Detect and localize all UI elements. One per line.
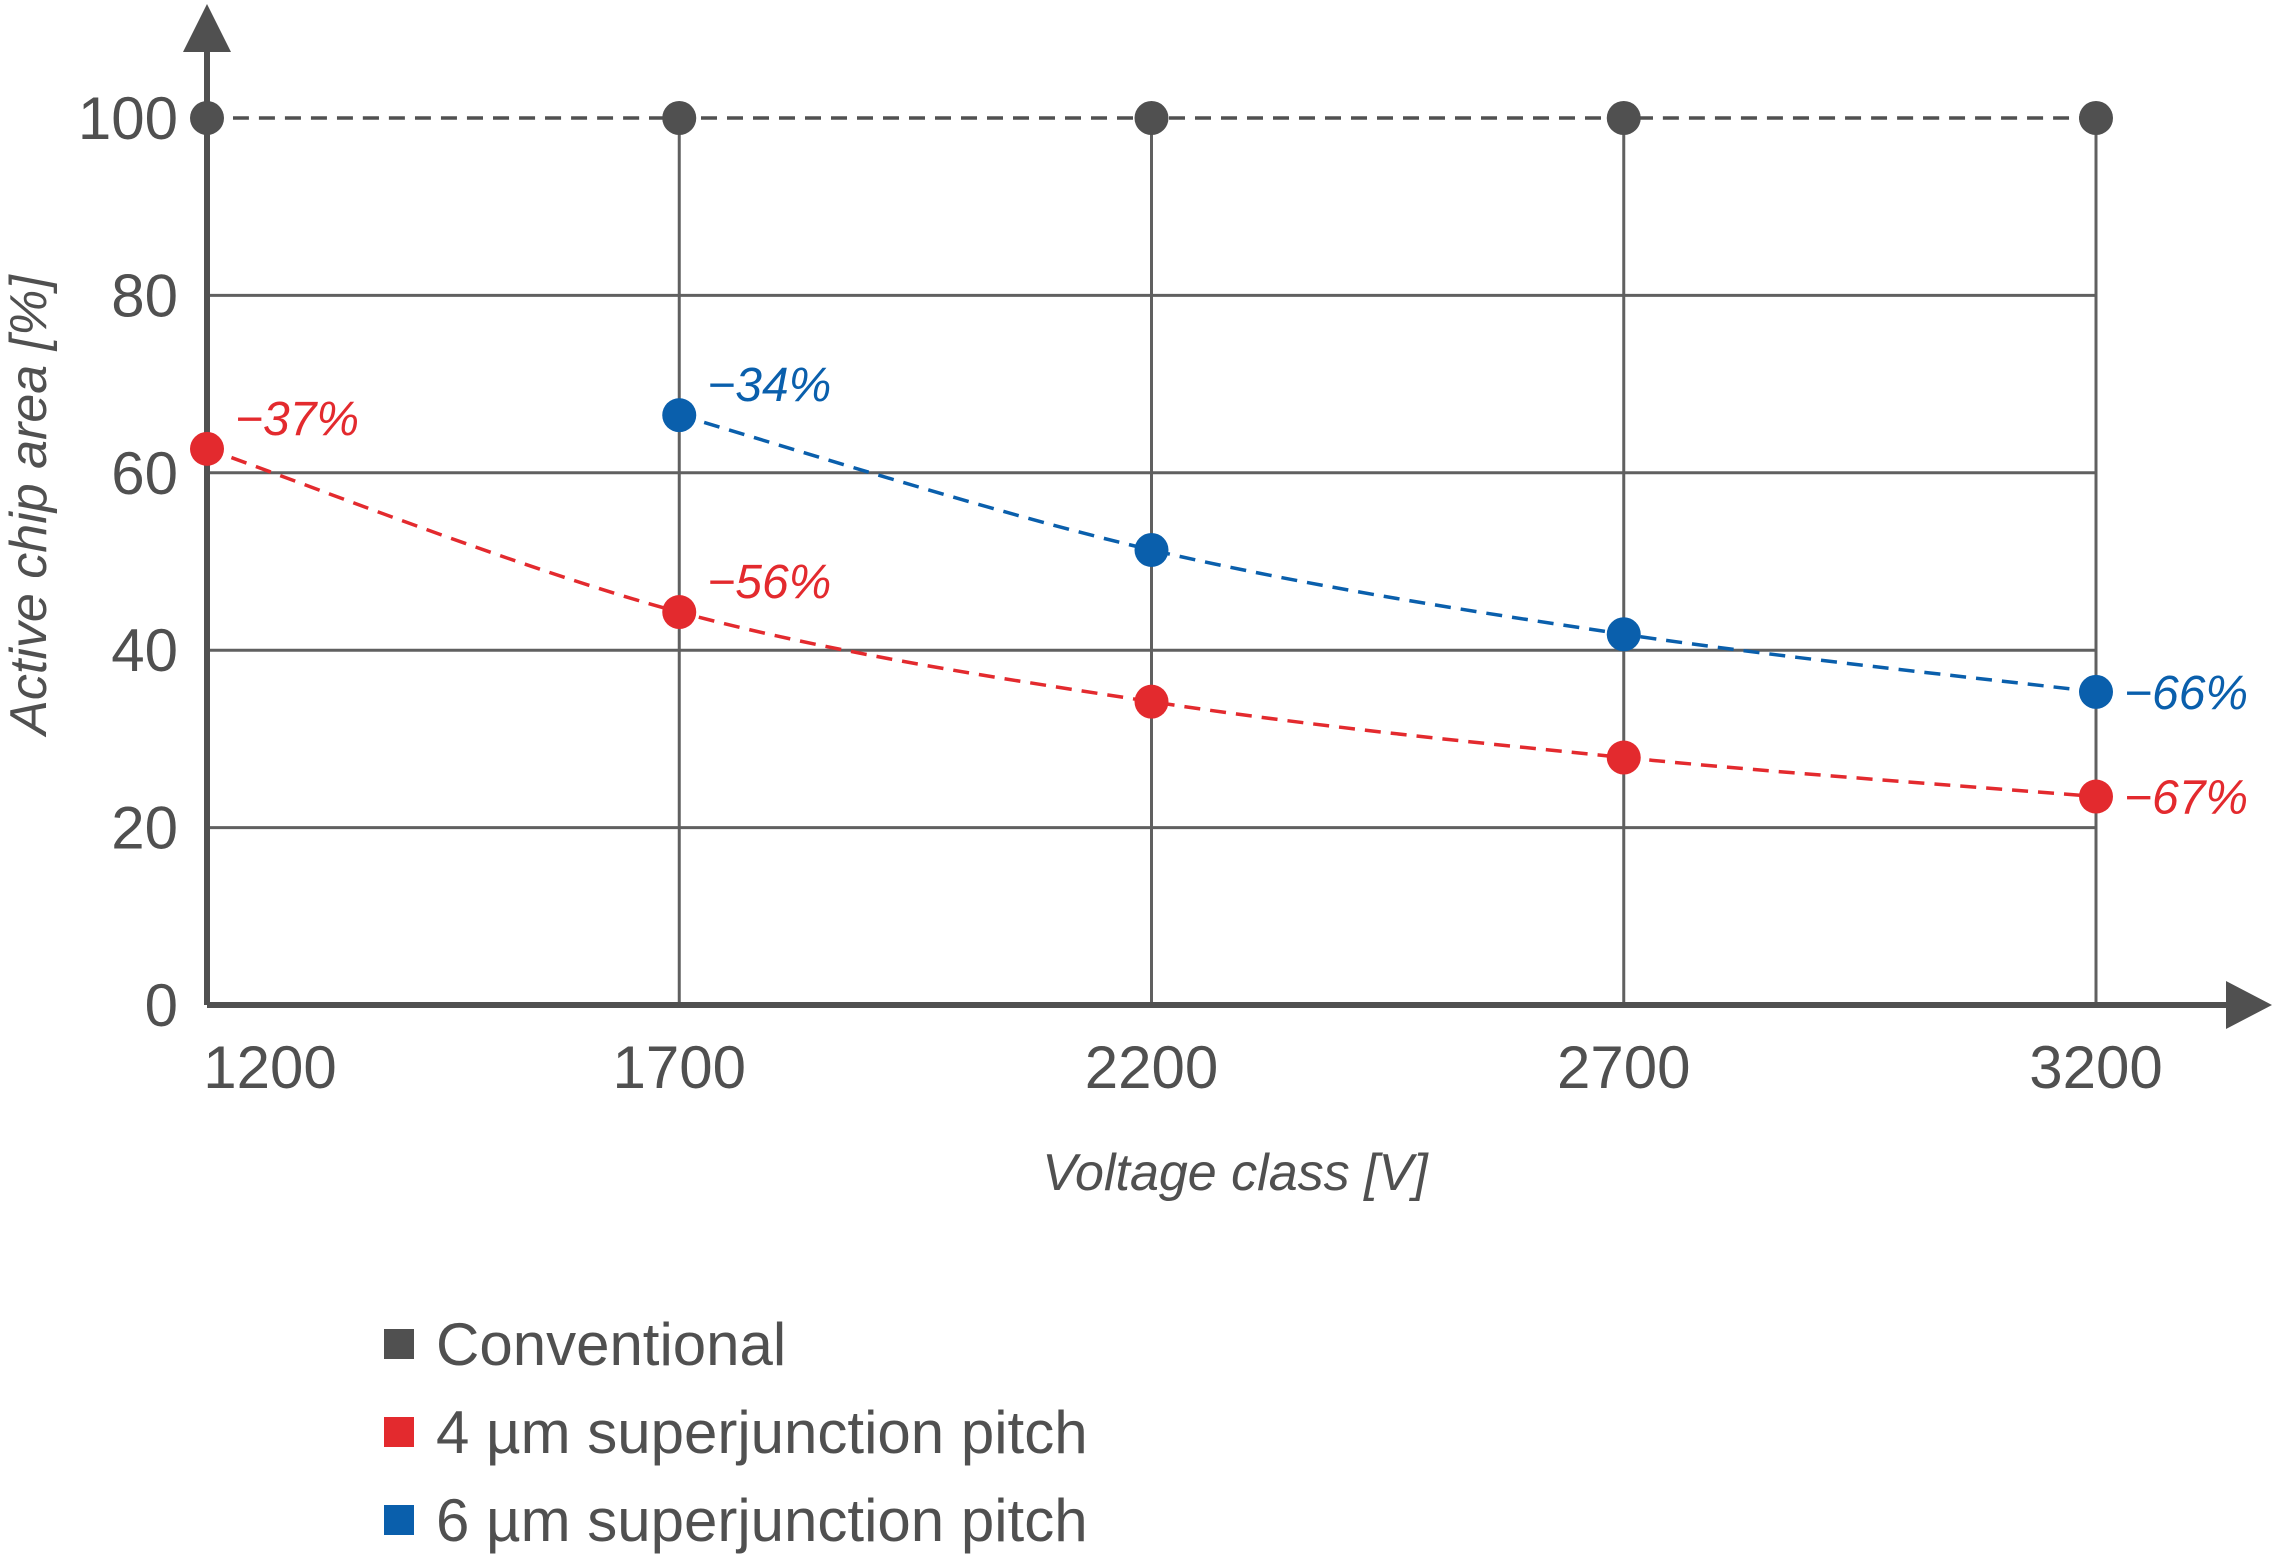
legend-swatch [384,1417,414,1447]
data-point [662,595,697,630]
data-point [190,431,224,466]
data-label: −66% [2124,667,2248,720]
legend: Conventional 4 µm superjunction pitch 6 µm… [384,1311,1088,1554]
x-tick-label: 3200 [2029,1034,2162,1101]
x-tick-label: 1700 [613,1034,746,1101]
x-tick-label: 2700 [1557,1034,1690,1101]
data-label: −56% [707,556,831,609]
x-tick-label: 1200 [203,1034,336,1101]
data-point [1606,740,1641,775]
data-point [190,101,224,135]
data-point [1134,532,1169,567]
x-axis-arrow [2226,981,2272,1029]
data-point [1134,101,1169,135]
legend-label: 6 µm superjunction pitch [436,1487,1088,1554]
data-labels: −37% −56% −67% −34% −66% [235,359,2248,824]
data-point [662,398,697,433]
data-point [1134,684,1169,719]
legend-label: 4 µm superjunction pitch [436,1399,1088,1466]
data-point [2079,101,2113,135]
data-label: −37% [235,393,359,446]
axes [183,4,2272,1029]
data-label: −67% [2124,772,2248,825]
y-tick-label: 80 [111,262,178,329]
data-point [2079,674,2113,709]
data-points [190,101,2113,814]
series-line [206,447,2097,799]
y-tick-label: 100 [78,85,178,152]
x-tick-label: 2200 [1085,1034,1218,1101]
data-point [662,101,697,135]
data-point [1606,617,1641,652]
y-axis-arrow [183,4,231,52]
data-label: −34% [707,359,831,412]
y-tick-label: 60 [111,440,178,507]
x-axis-title: Voltage class [V] [1042,1144,1429,1202]
tick-labels: 0 20 40 60 80 100 1200 1700 2200 2700 3200 [78,85,2163,1101]
y-axis-title: Active chip area [%] [0,274,58,738]
series-line [678,413,2097,694]
legend-label: Conventional [436,1311,786,1378]
y-tick-label: 20 [111,795,178,862]
legend-swatch [384,1505,414,1535]
y-tick-label: 0 [145,972,178,1039]
data-point [1606,101,1641,135]
y-tick-label: 40 [111,617,178,684]
data-point [2079,779,2113,814]
legend-swatch [384,1329,414,1359]
